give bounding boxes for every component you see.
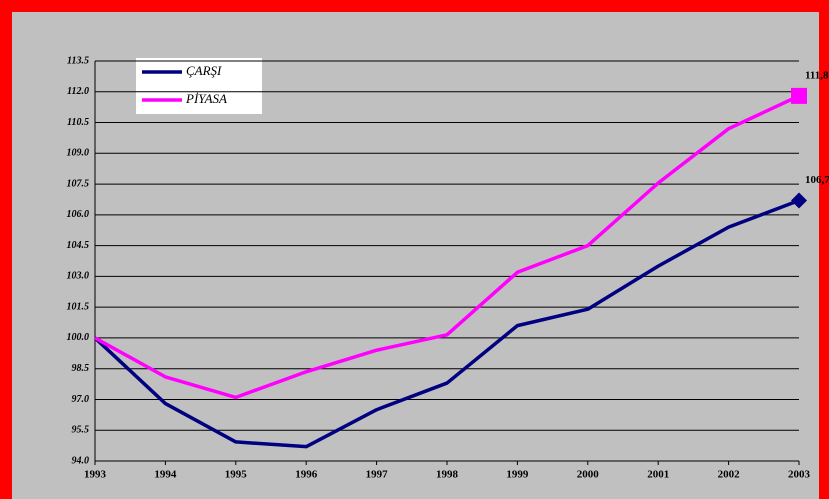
y-tick-label: 107.5 xyxy=(67,178,90,189)
y-tick-label: 104.5 xyxy=(67,240,90,251)
y-tick-label: 97.0 xyxy=(72,394,90,405)
legend-label: PİYASA xyxy=(185,91,227,106)
y-tick-label: 98.5 xyxy=(72,363,90,374)
x-tick-label: 2003 xyxy=(788,469,811,481)
x-tick-label: 2000 xyxy=(577,469,600,481)
x-tick-label: 1998 xyxy=(436,469,459,481)
value-label: 106,7 xyxy=(805,174,829,186)
y-tick-label: 95.5 xyxy=(72,425,90,436)
y-tick-label: 94.0 xyxy=(72,455,90,466)
value-label: 111,8 xyxy=(805,69,829,81)
x-tick-label: 1994 xyxy=(154,469,177,481)
x-tick-label: 1995 xyxy=(225,469,248,481)
x-tick-label: 1996 xyxy=(295,469,318,481)
y-tick-label: 109.0 xyxy=(67,148,90,159)
y-tick-label: 100.0 xyxy=(67,332,90,343)
legend-label: ÇARŞI xyxy=(186,63,222,78)
x-tick-label: 2002 xyxy=(718,469,741,481)
y-tick-label: 113.5 xyxy=(67,55,89,66)
x-tick-label: 1997 xyxy=(366,469,389,481)
y-tick-label: 110.5 xyxy=(67,117,89,128)
x-tick-label: 1993 xyxy=(84,469,107,481)
series-line xyxy=(93,198,800,449)
chart-area xyxy=(12,12,819,499)
point-marker xyxy=(791,192,807,209)
series-line xyxy=(94,94,800,400)
x-tick-label: 1999 xyxy=(506,469,529,481)
x-tick-label: 2001 xyxy=(647,469,669,481)
y-tick-label: 106.0 xyxy=(67,209,90,220)
y-tick-label: 101.5 xyxy=(67,301,90,312)
y-tick-label: 112.0 xyxy=(67,86,89,97)
legend xyxy=(136,58,262,114)
y-tick-label: 103.0 xyxy=(67,271,90,282)
point-marker xyxy=(791,87,807,104)
